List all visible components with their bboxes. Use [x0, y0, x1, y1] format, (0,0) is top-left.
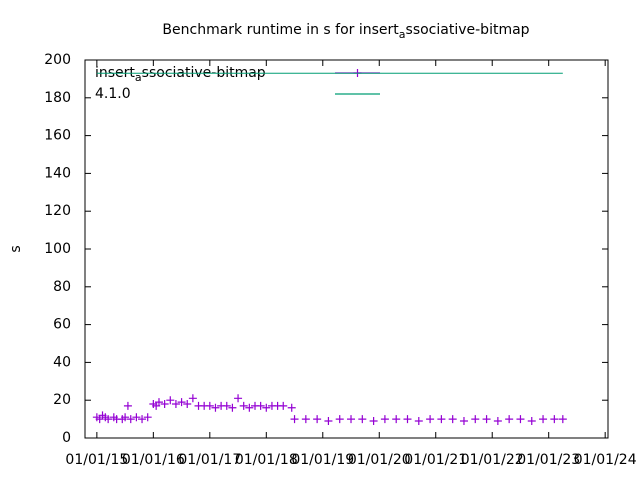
y-tick-label: 20: [53, 392, 71, 408]
point: [448, 415, 457, 424]
legend-label: insertassociative-bitmap: [95, 65, 266, 84]
y-tick-label: 180: [44, 90, 71, 106]
point: [104, 415, 113, 424]
point: [335, 415, 344, 424]
point: [222, 401, 231, 410]
y-tick-label: 120: [44, 203, 71, 219]
point: [171, 399, 180, 408]
x-tick-label: 01/01/23: [517, 452, 580, 468]
point: [154, 398, 163, 407]
point: [160, 399, 169, 408]
point: [177, 398, 186, 407]
y-tick-label: 200: [44, 52, 71, 68]
x-tick-label: 01/01/20: [348, 452, 411, 468]
chart-title: Benchmark runtime in s for insertassocia…: [162, 22, 529, 41]
y-tick-label: 160: [44, 128, 71, 144]
point: [380, 415, 389, 424]
point: [211, 403, 220, 412]
point: [313, 415, 322, 424]
point: [256, 401, 265, 410]
point: [550, 415, 559, 424]
point: [493, 416, 502, 425]
point: [505, 415, 514, 424]
point: [527, 416, 536, 425]
y-tick-label: 40: [53, 354, 71, 370]
point: [166, 396, 175, 405]
point: [126, 415, 135, 424]
x-tick-label: 01/01/15: [65, 452, 128, 468]
point: [132, 413, 141, 422]
point: [516, 415, 525, 424]
point: [347, 415, 356, 424]
point: [183, 399, 192, 408]
point: [414, 416, 423, 425]
y-tick-label: 140: [44, 165, 71, 181]
point: [279, 401, 288, 410]
x-tick-label: 01/01/24: [574, 452, 637, 468]
point: [188, 394, 197, 403]
point: [234, 394, 243, 403]
x-tick-label: 01/01/18: [235, 452, 298, 468]
point: [369, 416, 378, 425]
point: [143, 413, 152, 422]
y-tick-label: 60: [53, 317, 71, 333]
x-tick-label: 01/01/19: [291, 452, 354, 468]
point: [239, 401, 248, 410]
point: [138, 415, 147, 424]
y-tick-label: 80: [53, 279, 71, 295]
x-tick-label: 01/01/21: [404, 452, 467, 468]
point: [301, 415, 310, 424]
point: [205, 401, 214, 410]
y-axis-label: s: [8, 245, 24, 252]
x-tick-label: 01/01/17: [178, 452, 241, 468]
point: [121, 413, 130, 422]
point: [437, 415, 446, 424]
point: [558, 415, 567, 424]
plot-frame: [84, 59, 609, 439]
point: [426, 415, 435, 424]
point: [245, 403, 254, 412]
point: [459, 416, 468, 425]
point: [403, 415, 412, 424]
point: [262, 403, 271, 412]
y-tick-label: 100: [44, 241, 71, 257]
point: [228, 403, 237, 412]
point: [482, 415, 491, 424]
point: [392, 415, 401, 424]
point: [123, 401, 132, 410]
point: [471, 415, 480, 424]
x-tick-label: 01/01/22: [461, 452, 524, 468]
y-tick-label: 0: [62, 430, 71, 446]
point: [358, 415, 367, 424]
point: [290, 415, 299, 424]
point: [539, 415, 548, 424]
point: [324, 416, 333, 425]
x-tick-label: 01/01/16: [122, 452, 185, 468]
point: [287, 403, 296, 412]
legend-label: 4.1.0: [95, 86, 131, 102]
